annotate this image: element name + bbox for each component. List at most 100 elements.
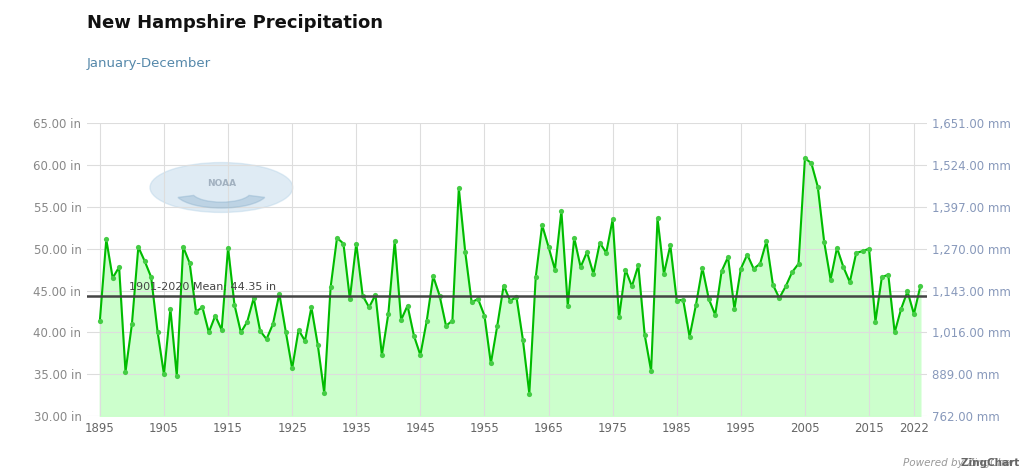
Point — [559, 302, 575, 309]
Point — [694, 264, 711, 272]
Point — [828, 244, 845, 252]
Point — [630, 262, 646, 269]
Point — [739, 251, 756, 258]
Point — [380, 310, 396, 318]
Point — [156, 370, 172, 378]
Point — [688, 301, 705, 308]
Point — [572, 263, 589, 271]
Point — [508, 293, 524, 301]
Point — [201, 329, 217, 336]
Point — [98, 236, 115, 243]
Point — [143, 273, 160, 281]
Point — [893, 305, 909, 313]
Point — [136, 257, 153, 265]
Point — [784, 268, 801, 276]
Point — [342, 295, 358, 303]
Point — [663, 242, 679, 249]
Point — [476, 312, 493, 319]
Point — [720, 253, 736, 261]
Point — [848, 249, 864, 257]
Point — [553, 207, 569, 215]
Point — [175, 243, 191, 251]
Point — [854, 247, 870, 255]
Point — [284, 365, 300, 372]
Point — [810, 183, 826, 191]
Point — [252, 327, 268, 334]
Point — [649, 215, 666, 222]
Point — [836, 263, 852, 271]
Point — [515, 336, 531, 344]
Point — [759, 237, 775, 245]
Point — [880, 271, 896, 279]
Point — [278, 328, 294, 335]
Point — [226, 301, 243, 308]
Point — [861, 245, 878, 253]
Point — [726, 305, 742, 313]
Point — [386, 237, 402, 245]
Point — [527, 273, 544, 281]
Point — [803, 159, 819, 167]
Point — [905, 310, 922, 318]
Point — [309, 341, 326, 349]
Point — [887, 329, 903, 336]
Point — [195, 304, 211, 311]
Point — [457, 248, 473, 256]
Point — [232, 329, 249, 336]
Point — [431, 292, 447, 299]
Point — [707, 311, 723, 319]
Point — [482, 359, 499, 367]
Point — [150, 328, 166, 335]
Point — [399, 302, 416, 309]
Point — [181, 259, 198, 267]
Point — [368, 291, 384, 298]
Point — [899, 288, 915, 295]
Point — [624, 282, 640, 290]
Point — [669, 297, 685, 305]
Point — [566, 234, 583, 242]
Circle shape — [151, 163, 293, 212]
Text: January-December: January-December — [87, 57, 211, 70]
Point — [187, 308, 204, 315]
Point — [258, 335, 274, 343]
Point — [598, 249, 614, 257]
Point — [419, 317, 435, 324]
Point — [502, 297, 518, 305]
Point — [271, 290, 288, 298]
Point — [111, 263, 127, 271]
Point — [303, 304, 319, 311]
Point — [360, 304, 377, 311]
Point — [771, 294, 787, 302]
Point — [791, 260, 807, 268]
Point — [714, 268, 730, 275]
Point — [700, 295, 717, 303]
Point — [374, 351, 390, 359]
Point — [444, 317, 461, 324]
Point — [470, 295, 486, 303]
Point — [521, 390, 538, 397]
Point — [348, 240, 365, 247]
Point — [611, 314, 628, 321]
Point — [265, 320, 282, 328]
Point — [752, 260, 768, 268]
Point — [162, 305, 178, 313]
Point — [643, 367, 659, 375]
Point — [547, 266, 563, 273]
Point — [130, 243, 146, 251]
Point — [579, 248, 595, 256]
Point — [496, 282, 512, 289]
Point — [406, 332, 422, 340]
Point — [104, 274, 121, 282]
Point — [842, 279, 858, 286]
Point — [464, 298, 480, 306]
Point — [637, 331, 653, 339]
Point — [604, 216, 621, 223]
Point — [207, 312, 223, 319]
Point — [297, 337, 313, 345]
Point — [745, 265, 762, 272]
Point — [213, 326, 229, 334]
Point — [118, 368, 134, 376]
Point — [867, 318, 884, 325]
Point — [873, 273, 890, 281]
Point — [617, 266, 634, 273]
Point — [541, 243, 557, 251]
